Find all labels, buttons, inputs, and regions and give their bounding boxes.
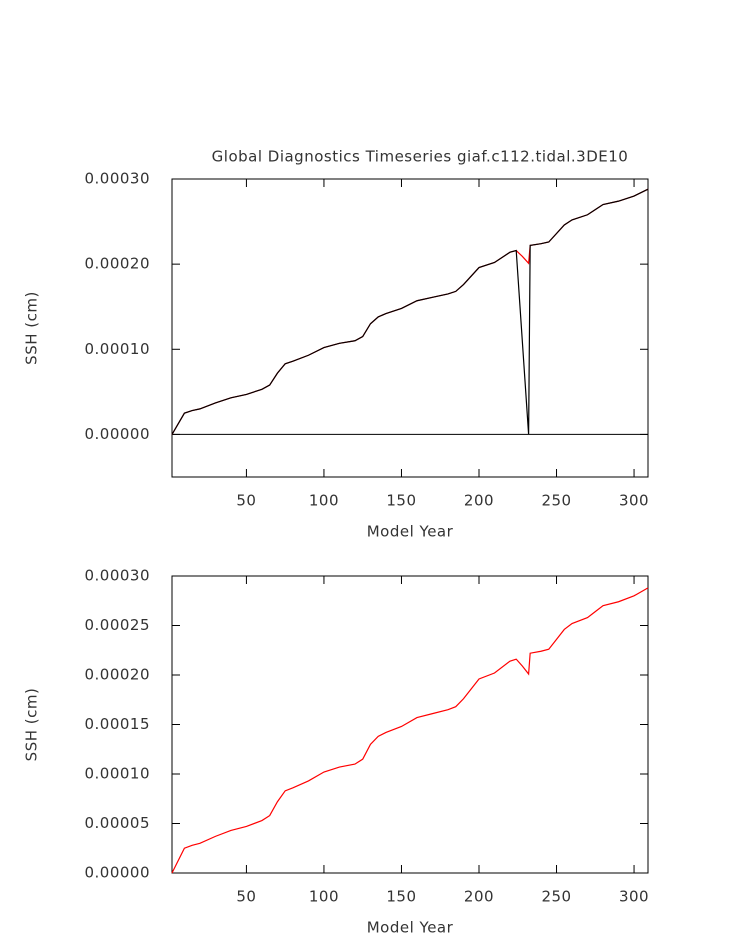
series-line (171, 188, 649, 435)
y-tick-label: 0.00025 (84, 616, 150, 634)
series-line (171, 188, 649, 435)
plot-frame (171, 575, 649, 874)
x-tick-label: 200 (464, 492, 494, 510)
x-tick-label: 300 (619, 492, 649, 510)
y-tick-label: 0.00000 (84, 425, 150, 443)
x-axis-label: Model Year (367, 523, 454, 541)
chart-title: Global Diagnostics Timeseries giaf.c112.… (212, 148, 629, 166)
x-tick-label: 50 (236, 492, 256, 510)
x-tick-label: 50 (236, 888, 256, 906)
y-tick-label: 0.00030 (84, 170, 150, 188)
x-tick-label: 250 (541, 492, 571, 510)
y-tick-label: 0.00020 (84, 666, 150, 684)
x-tick-label: 250 (541, 888, 571, 906)
y-tick-label: 0.00015 (84, 715, 150, 733)
series-line (171, 587, 649, 874)
x-tick-label: 150 (386, 492, 416, 510)
x-tick-label: 100 (309, 492, 339, 510)
x-tick-label: 200 (464, 888, 494, 906)
y-tick-label: 0.00020 (84, 255, 150, 273)
y-tick-label: 0.00000 (84, 864, 150, 882)
x-tick-label: 150 (386, 888, 416, 906)
y-tick-label: 0.00010 (84, 340, 150, 358)
y-tick-label: 0.00010 (84, 765, 150, 783)
y-axis-label: SSH (cm) (23, 291, 41, 365)
x-tick-label: 100 (309, 888, 339, 906)
y-tick-label: 0.00005 (84, 814, 150, 832)
y-tick-label: 0.00030 (84, 567, 150, 585)
y-axis-label: SSH (cm) (23, 688, 41, 762)
x-tick-label: 300 (619, 888, 649, 906)
x-axis-label: Model Year (367, 919, 454, 937)
plot-frame (171, 178, 649, 478)
